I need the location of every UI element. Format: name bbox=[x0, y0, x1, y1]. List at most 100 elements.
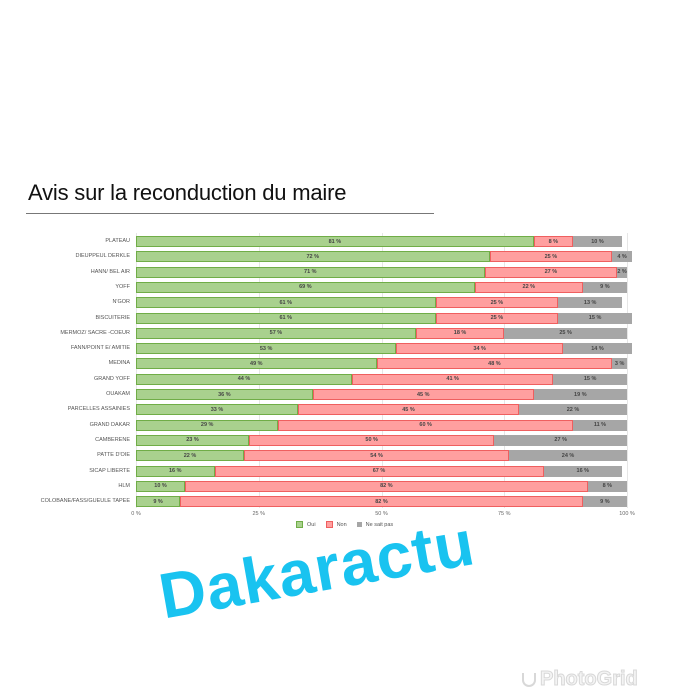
gridline bbox=[504, 233, 506, 508]
bar-row: 71 % 27 % 2 % bbox=[136, 266, 627, 278]
bar-segment-nsp: 8 % bbox=[587, 480, 627, 492]
bar-segment-nsp: 15 % bbox=[553, 373, 627, 385]
bar-segment-oui: 22 % bbox=[136, 450, 245, 462]
bar-segment-nsp: 11 % bbox=[572, 419, 627, 431]
legend-swatch-nsp bbox=[356, 522, 362, 527]
legend-label-nsp: Ne sait pas bbox=[365, 521, 394, 528]
row-label: CAMBERENE bbox=[95, 436, 130, 443]
row-label: PLATEAU bbox=[105, 238, 130, 244]
bar-segment-non: 54 % bbox=[244, 450, 510, 462]
bar-segment-nsp: 16 % bbox=[543, 465, 623, 477]
bar-segment-oui: 81 % bbox=[136, 236, 534, 247]
bar-segment-nsp: 4 % bbox=[612, 251, 632, 263]
bar-segment-non: 22 % bbox=[474, 281, 583, 293]
bar-segment-nsp: 2 % bbox=[617, 266, 627, 278]
bar-segment-non: 34 % bbox=[396, 343, 564, 355]
legend-item-oui: Oui bbox=[296, 521, 316, 528]
bar-row: 57 % 18 % 25 % bbox=[136, 327, 627, 339]
bar-segment-nsp: 9 % bbox=[582, 281, 627, 293]
bar-row: 61 % 25 % 15 % bbox=[136, 312, 632, 324]
bar-segment-oui: 53 % bbox=[136, 343, 397, 355]
row-label: MERMOZ/ SACRE -COEUR bbox=[60, 329, 130, 336]
legend-swatch-oui bbox=[296, 521, 303, 528]
bar-row: 9 % 82 % 9 % bbox=[136, 496, 627, 508]
row-label: SICAP LIBERTE bbox=[89, 467, 130, 474]
bar-segment-oui: 61 % bbox=[136, 312, 436, 324]
bar-segment-nsp: 25 % bbox=[504, 327, 627, 339]
bar-segment-oui: 9 % bbox=[136, 496, 181, 508]
bar-segment-oui: 33 % bbox=[136, 404, 299, 416]
bar-segment-nsp: 22 % bbox=[518, 404, 627, 416]
gridline bbox=[136, 233, 137, 508]
bar-segment-non: 82 % bbox=[180, 496, 583, 508]
row-label: GRAND DAKAR bbox=[89, 421, 130, 428]
legend-label-oui: Oui bbox=[307, 521, 316, 528]
bar-row: 69 % 22 % 9 % bbox=[136, 281, 627, 293]
bar-segment-non: 45 % bbox=[312, 389, 534, 400]
gridline bbox=[381, 233, 383, 508]
bar-segment-nsp: 27 % bbox=[494, 434, 627, 446]
row-label: FANN/POINT E/ AMITIE bbox=[70, 345, 130, 352]
bar-segment-nsp: 9 % bbox=[582, 496, 627, 508]
plot-area: 81 % 8 % 10 % 72 % 25 % 4 % 71 % 27 % 2 % 69 % 22 … bbox=[136, 233, 632, 508]
bar-row: 33 % 45 % 22 % bbox=[136, 404, 627, 416]
bar-segment-non: 82 % bbox=[185, 480, 588, 492]
gridline bbox=[627, 233, 628, 508]
legend-label-non: Non bbox=[336, 521, 347, 528]
photogrid-logo-icon bbox=[522, 672, 536, 687]
bar-segment-nsp: 13 % bbox=[558, 297, 623, 309]
photogrid-label: PhotoGrid bbox=[540, 668, 639, 691]
bar-segment-non: 25 % bbox=[489, 251, 613, 263]
bar-segment-oui: 29 % bbox=[136, 419, 279, 431]
chart-title: Avis sur la reconduction du maire bbox=[28, 180, 347, 205]
bar-row: 49 % 48 % 3 % bbox=[136, 358, 627, 370]
bar-row: 53 % 34 % 14 % bbox=[136, 343, 632, 355]
row-label: COLOBANE/FASS/GUEULE TAPEE bbox=[40, 498, 130, 505]
bar-segment-non: 8 % bbox=[533, 236, 573, 247]
row-label: DIEUPPEUL DERKLE bbox=[75, 253, 130, 260]
bar-segment-non: 41 % bbox=[352, 373, 554, 385]
bar-segment-non: 48 % bbox=[376, 358, 613, 370]
title-underline bbox=[26, 213, 434, 214]
photogrid-watermark: PhotoGrid bbox=[522, 668, 638, 691]
x-tick-label: 100 % bbox=[619, 511, 635, 517]
row-label: PARCELLES ASSAINIES bbox=[67, 406, 130, 413]
row-label: MEDINA bbox=[108, 360, 130, 367]
bar-segment-nsp: 24 % bbox=[509, 450, 627, 462]
x-tick-label: 0 % bbox=[131, 511, 141, 517]
bar-segment-non: 25 % bbox=[435, 312, 559, 324]
row-label: PATTE D'OIE bbox=[97, 452, 130, 459]
x-tick-label: 25 % bbox=[252, 511, 266, 517]
row-label: HANN/ BEL AIR bbox=[90, 268, 130, 275]
row-label: YOFF bbox=[115, 283, 130, 290]
bar-segment-oui: 36 % bbox=[136, 389, 313, 400]
x-tick-label: 50 % bbox=[375, 511, 388, 517]
bar-segment-nsp: 14 % bbox=[563, 343, 632, 355]
row-label: BISCUITERIE bbox=[95, 314, 130, 321]
bar-segment-oui: 44 % bbox=[136, 373, 353, 385]
row-label: N'GOR bbox=[112, 299, 130, 306]
bar-row: 23 % 50 % 27 % bbox=[136, 434, 627, 446]
legend: Oui Non Ne sait pas bbox=[296, 521, 393, 528]
bar-segment-nsp: 3 % bbox=[612, 358, 627, 370]
legend-swatch-non bbox=[325, 521, 333, 528]
bar-segment-nsp: 15 % bbox=[558, 312, 632, 324]
bar-segment-oui: 57 % bbox=[136, 327, 416, 339]
bar-segment-non: 25 % bbox=[435, 297, 559, 309]
bar-row: 72 % 25 % 4 % bbox=[136, 251, 632, 263]
bar-segment-oui: 16 % bbox=[136, 465, 215, 477]
bar-segment-oui: 72 % bbox=[136, 251, 490, 263]
bar-segment-non: 50 % bbox=[248, 434, 495, 446]
bar-row: 22 % 54 % 24 % bbox=[136, 450, 627, 462]
bar-segment-non: 67 % bbox=[214, 465, 544, 477]
row-label: OUAKAM bbox=[106, 391, 130, 397]
bar-segment-non: 60 % bbox=[278, 419, 573, 431]
bar-segment-non: 18 % bbox=[415, 327, 505, 339]
bar-row: 44 % 41 % 15 % bbox=[136, 373, 627, 385]
bar-segment-oui: 69 % bbox=[136, 281, 475, 293]
bar-row: 81 % 8 % 10 % bbox=[136, 236, 623, 247]
bar-row: 61 % 25 % 13 % bbox=[136, 297, 623, 309]
bar-segment-oui: 49 % bbox=[136, 358, 377, 370]
row-label: HLM bbox=[118, 482, 130, 489]
bar-segment-oui: 23 % bbox=[136, 434, 249, 446]
